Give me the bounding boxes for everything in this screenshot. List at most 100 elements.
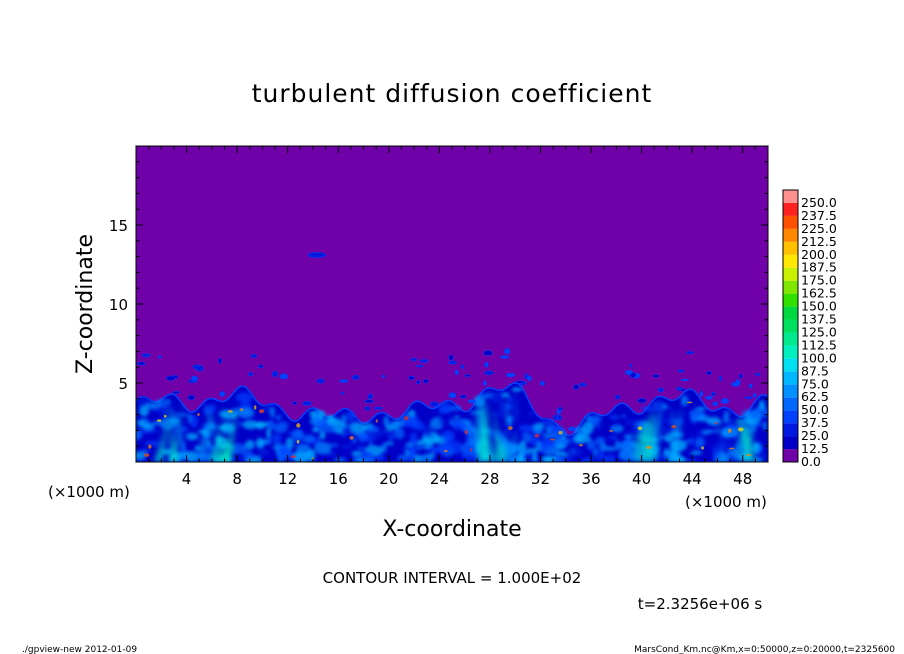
turbulence-blob: [518, 424, 534, 432]
eddy: [373, 406, 383, 410]
plume: [209, 406, 223, 462]
turbulence-blob: [581, 421, 594, 435]
hot-spot: [239, 408, 244, 411]
x-tick-label: 4: [182, 470, 192, 488]
turbulence-blob: [511, 387, 523, 392]
turbulence-blob: [466, 456, 476, 462]
turbulence-blob: [465, 444, 471, 458]
turbulence-blob: [528, 410, 534, 417]
y-tick-label: 15: [109, 217, 128, 235]
eddy: [540, 381, 545, 386]
small-eddies: [136, 348, 761, 461]
eddy: [381, 375, 386, 378]
turbulence-blob: [751, 407, 761, 418]
turbulence-blob: [175, 413, 191, 417]
turbulence-blob: [531, 427, 544, 434]
turbulence-blob: [528, 455, 534, 462]
eddy: [706, 371, 713, 375]
hot-spot: [558, 430, 563, 435]
y-axis: 5 10 15: [109, 161, 768, 447]
x-tick-label: 8: [232, 470, 242, 488]
x-tick-label: 24: [430, 470, 449, 488]
colorbar-label: 100.0: [801, 350, 837, 365]
turbulence-blob: [442, 434, 454, 445]
turbulence-blob: [237, 421, 243, 427]
colorbar-swatch: [783, 280, 798, 294]
colorbar-swatch: [783, 384, 798, 398]
turbulence-blob: [447, 405, 463, 411]
eddy: [744, 396, 753, 399]
turbulence-blob: [136, 429, 143, 441]
turbulence-blob: [436, 414, 443, 421]
turbulent-field: [136, 252, 768, 462]
x-axis: 4 8 12 16 20 24 28 32 36 40 44 48: [148, 146, 756, 488]
turbulence-blob: [439, 417, 446, 428]
turbulence-blob: [595, 436, 606, 445]
colorbar-swatch: [783, 215, 798, 229]
hot-spot: [714, 422, 718, 424]
turbulence-blob: [696, 415, 711, 422]
turbulence-blob: [609, 415, 620, 420]
eddy: [460, 394, 467, 399]
turbulence-blob: [422, 425, 433, 438]
turbulence-blob: [507, 396, 512, 403]
eddy: [483, 350, 493, 356]
turbulence-blob: [245, 439, 255, 450]
turbulence-blob: [209, 403, 216, 414]
turbulence-blob: [409, 432, 418, 445]
eddy: [367, 393, 373, 400]
x-tick-label: 40: [632, 470, 651, 488]
eddy: [195, 365, 204, 372]
y-tick-label: 10: [109, 296, 128, 314]
eddy: [351, 374, 360, 380]
turbulence-blob: [568, 447, 584, 457]
time-label: t=2.3256e+06 s: [638, 595, 763, 613]
turbulence-blob: [680, 395, 689, 407]
turbulence-blob: [340, 444, 353, 450]
colorbar-label: 175.0: [801, 273, 837, 288]
turbulence-blob: [393, 428, 405, 440]
x-tick-label: 44: [683, 470, 702, 488]
colorbar-label: 87.5: [801, 363, 829, 378]
plume: [193, 410, 213, 462]
hot-spot: [296, 439, 300, 444]
eddy: [515, 380, 525, 384]
footer-left: ./gpview-new 2012-01-09: [22, 645, 137, 654]
colorbar-label: 250.0: [801, 195, 837, 210]
hot-spot: [645, 445, 652, 449]
eddy: [524, 373, 528, 379]
x-tick-label: 20: [379, 470, 398, 488]
turbulence-blob: [581, 458, 592, 462]
turbulence-blob: [753, 453, 768, 459]
eddy: [614, 394, 621, 400]
y-tick-label: 5: [118, 375, 128, 393]
hot-spot: [686, 401, 693, 404]
turbulence-blob: [762, 421, 767, 431]
hot-spot: [701, 446, 704, 450]
colorbar-frame: [782, 189, 799, 463]
turbulence-blob: [242, 420, 259, 430]
eddy: [340, 391, 345, 395]
turbulence-blob: [266, 428, 272, 439]
turbulence-blob: [425, 446, 443, 453]
turbulence-blob: [340, 414, 347, 425]
plume: [169, 407, 184, 462]
eddy: [339, 379, 349, 383]
hot-spot: [637, 426, 643, 430]
turbulence-blob: [689, 433, 694, 446]
hot-spot: [253, 405, 257, 410]
turbulence-blob: [556, 444, 566, 450]
turbulence-blob: [230, 443, 247, 455]
turbulence-blob: [186, 432, 199, 441]
colorbar-swatch: [783, 306, 798, 320]
eddy: [753, 392, 757, 398]
colorbar-swatch: [783, 190, 798, 203]
colorbar-label: 112.5: [801, 337, 837, 352]
eddy: [190, 375, 198, 382]
turbulence-blob: [138, 429, 155, 434]
hot-spot: [197, 413, 200, 416]
colorbar-swatch: [783, 410, 798, 424]
eddy: [556, 415, 563, 421]
turbulence-blob: [302, 434, 315, 443]
colorbar-label: 225.0: [801, 221, 837, 236]
